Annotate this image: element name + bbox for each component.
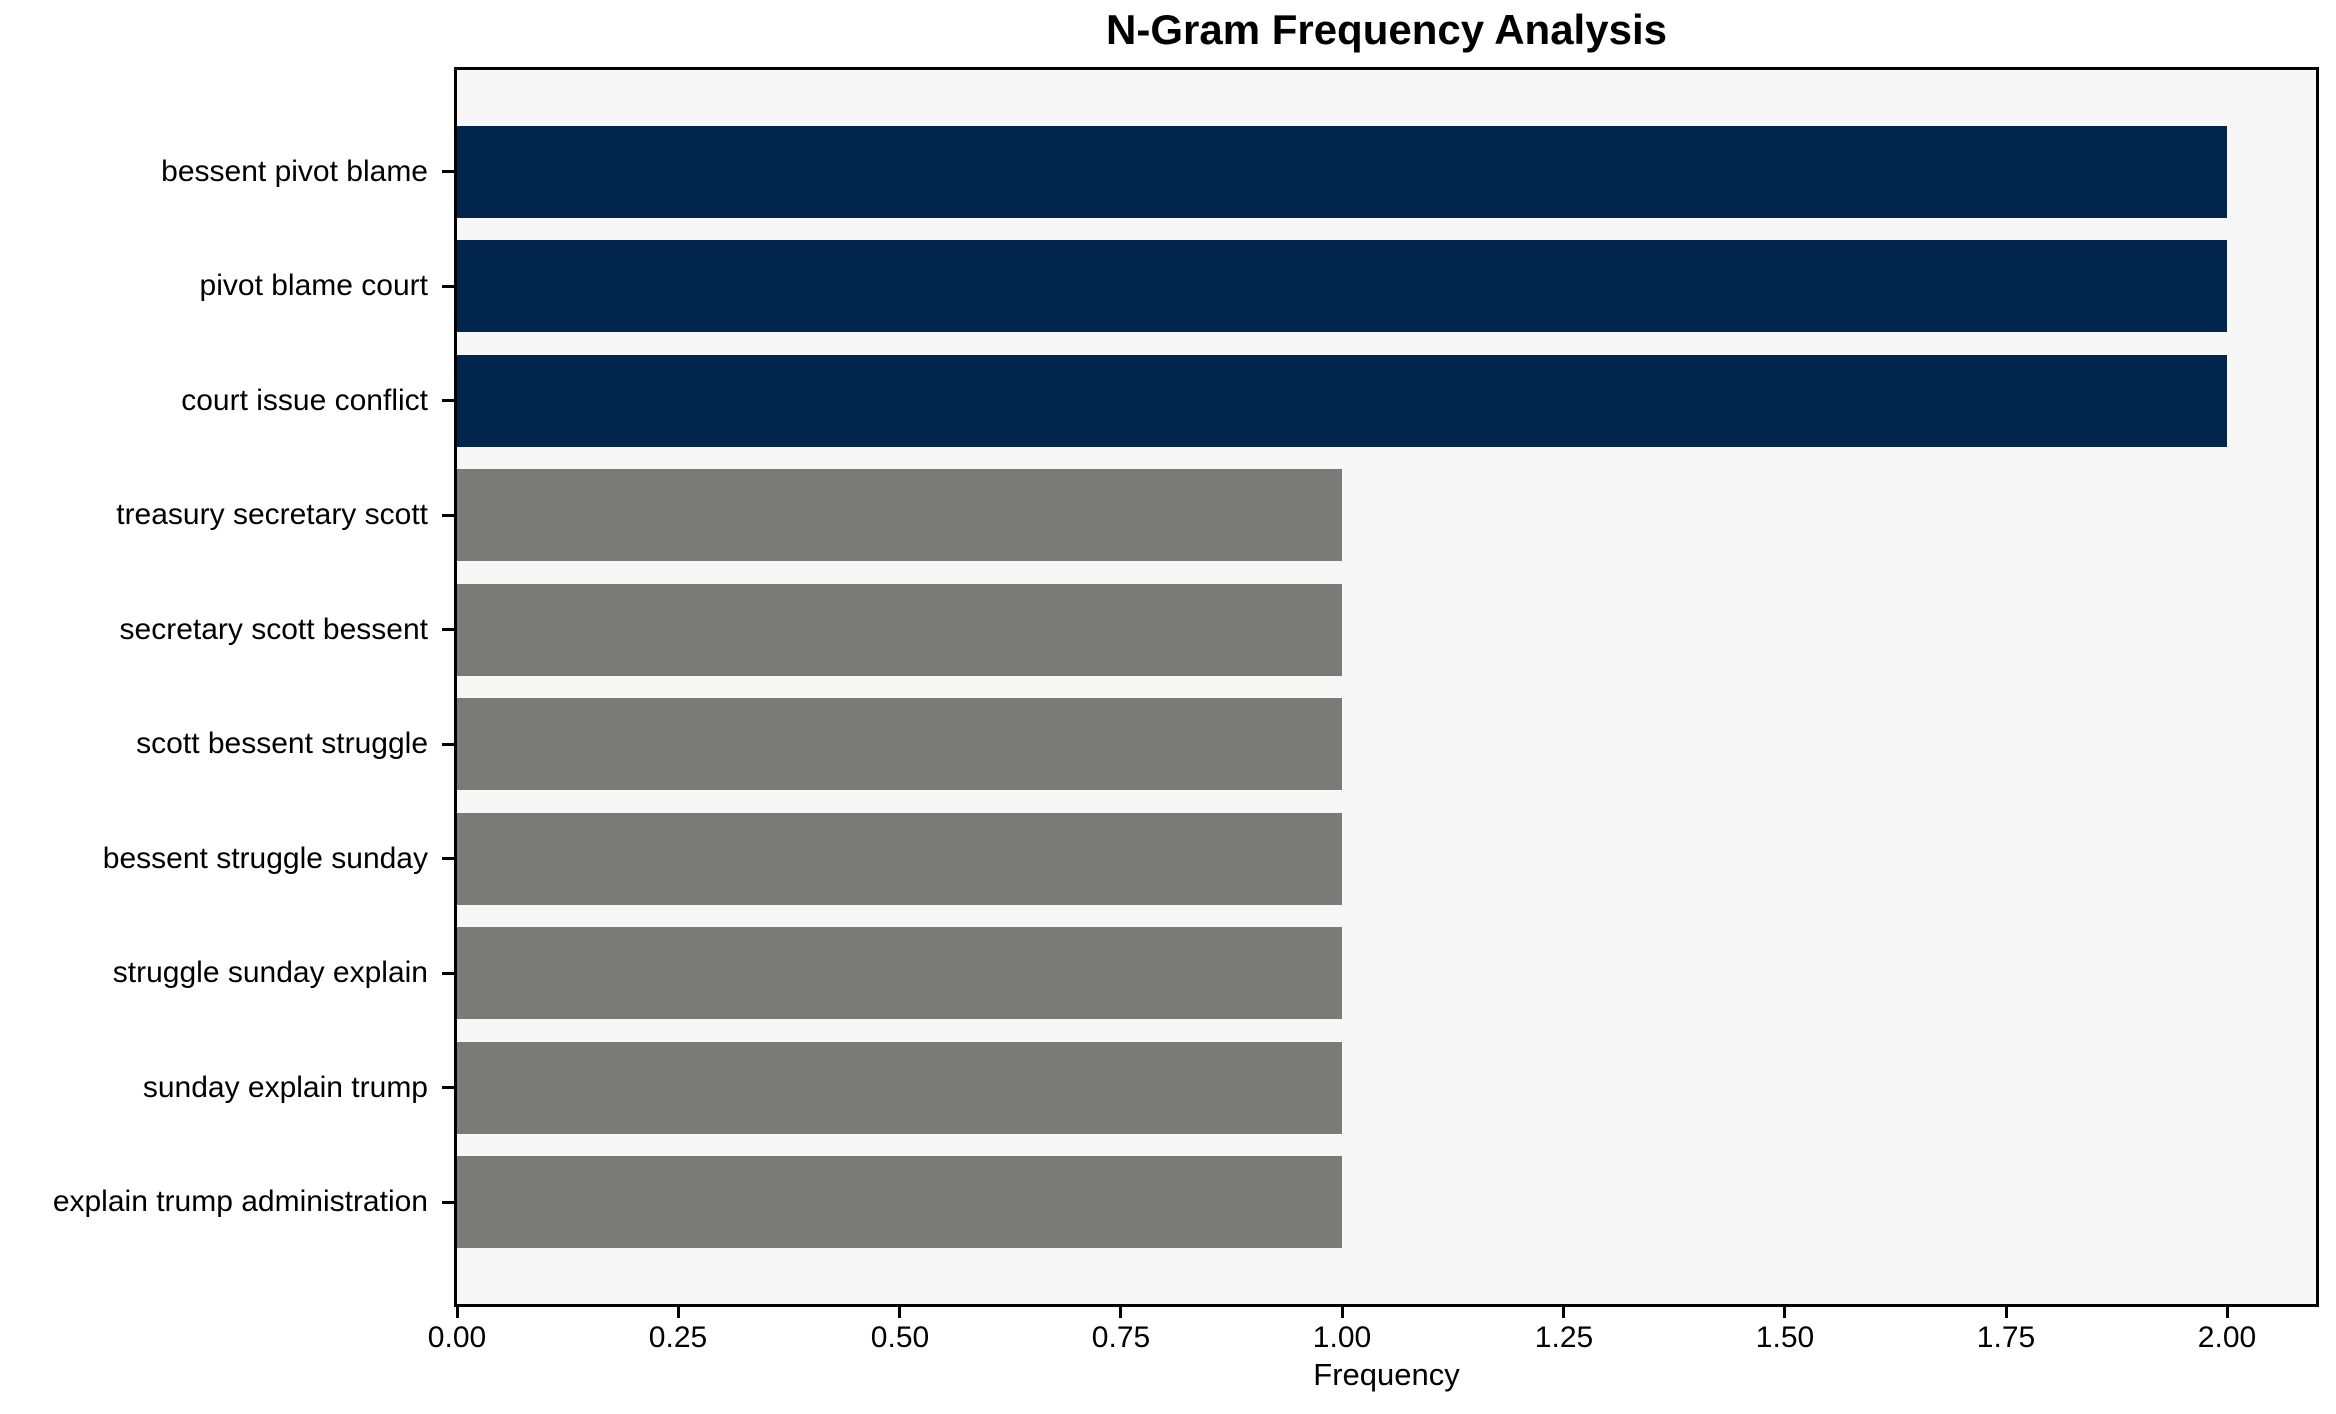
y-tick-label-bessent-struggle-sunday: bessent struggle sunday [102, 842, 428, 875]
x-tick-mark [1783, 1307, 1786, 1318]
x-tick-mark [898, 1307, 901, 1318]
y-tick-label-scott-bessent-struggle: scott bessent struggle [136, 727, 428, 760]
plot-area [454, 67, 2319, 1307]
x-tick-mark [1562, 1307, 1565, 1318]
y-tick-label-sunday-explain-trump: sunday explain trump [142, 1071, 428, 1104]
y-tick-mark [442, 857, 454, 860]
x-axis: 0.00 0.25 0.50 0.75 1.00 1.25 1.50 1.75 2.00 [428, 1307, 2316, 1407]
x-tick-mark [2226, 1307, 2229, 1318]
y-tick-mark [442, 399, 454, 402]
y-tick-label-explain-trump-administration: explain trump administration [52, 1185, 428, 1218]
bar-secretary-scott-bessent [457, 584, 1342, 676]
y-tick-mark [442, 628, 454, 631]
x-tick-label-0.25: 0.25 [648, 1321, 708, 1354]
x-axis-label: Frequency [1313, 1357, 1460, 1392]
bar-court-issue-conflict [457, 355, 2227, 447]
x-tick-label-0.50: 0.50 [870, 1321, 930, 1354]
y-tick-mark [442, 972, 454, 975]
x-tick-label-1.50: 1.50 [1755, 1321, 1815, 1354]
y-tick-mark [442, 1201, 454, 1204]
bar-explain-trump-administration [457, 1156, 1342, 1248]
x-tick-mark [677, 1307, 680, 1318]
y-tick-mark [442, 1086, 454, 1089]
bar-sunday-explain-trump [457, 1042, 1342, 1134]
y-tick-label-court-issue-conflict: court issue conflict [181, 384, 428, 417]
y-tick-mark [442, 514, 454, 517]
y-tick-label-bessent-pivot-blame: bessent pivot blame [161, 155, 428, 188]
bar-struggle-sunday-explain [457, 927, 1342, 1019]
x-tick-label-2.00: 2.00 [2197, 1321, 2257, 1354]
bar-bessent-struggle-sunday [457, 813, 1342, 905]
bar-bessent-pivot-blame [457, 126, 2227, 218]
x-tick-label-1.00: 1.00 [1312, 1321, 1372, 1354]
y-tick-mark [442, 743, 454, 746]
y-axis: bessent pivot blame pivot blame court cour… [0, 70, 454, 1304]
x-tick-mark [1119, 1307, 1122, 1318]
y-tick-label-struggle-sunday-explain: struggle sunday explain [112, 956, 428, 989]
x-tick-label-1.25: 1.25 [1534, 1321, 1594, 1354]
x-tick-label-1.75: 1.75 [1976, 1321, 2036, 1354]
x-tick-mark [1341, 1307, 1344, 1318]
x-tick-mark [2005, 1307, 2008, 1318]
bar-treasury-secretary-scott [457, 469, 1342, 561]
x-tick-label-0.00: 0.00 [427, 1321, 487, 1354]
x-tick-mark [456, 1307, 459, 1318]
y-tick-label-treasury-secretary-scott: treasury secretary scott [116, 498, 428, 531]
x-tick-label-0.75: 0.75 [1091, 1321, 1151, 1354]
bar-scott-bessent-struggle [457, 698, 1342, 790]
y-tick-mark [442, 170, 454, 173]
y-tick-mark [442, 285, 454, 288]
y-tick-label-secretary-scott-bessent: secretary scott bessent [119, 613, 428, 646]
chart-title: N-Gram Frequency Analysis [1106, 6, 1667, 53]
y-tick-label-pivot-blame-court: pivot blame court [199, 269, 428, 302]
bar-pivot-blame-court [457, 240, 2227, 332]
